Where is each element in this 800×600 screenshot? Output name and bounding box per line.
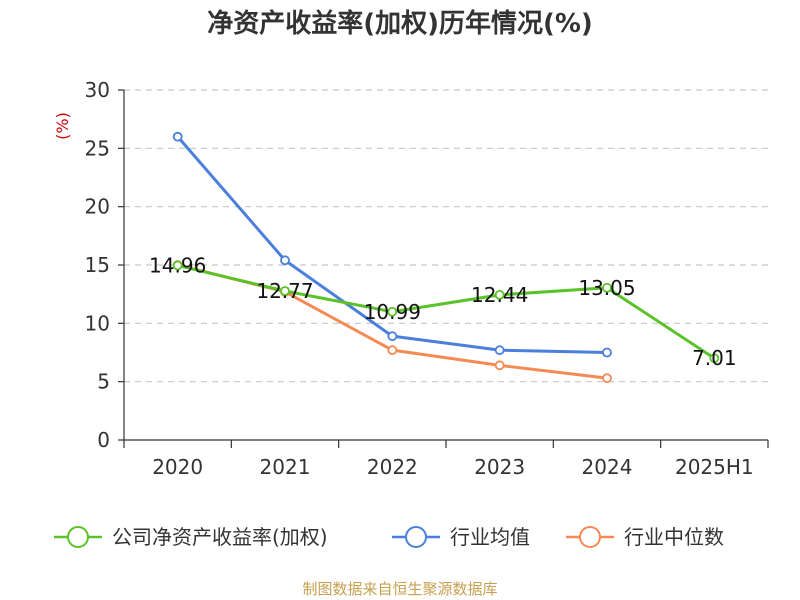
series-lines (172, 131, 720, 384)
x-tick-label: 2025H1 (675, 455, 754, 479)
data-point (387, 345, 398, 356)
y-tick-label: 15 (85, 253, 110, 277)
x-tick-label: 2021 (260, 455, 311, 479)
legend-item-0: 公司净资产收益率(加权) (54, 525, 328, 549)
data-label: 12.77 (256, 279, 313, 303)
legend-marker (67, 526, 89, 548)
x-tick-label: 2023 (474, 455, 525, 479)
legend-marker (579, 526, 601, 548)
legend-marker (405, 526, 427, 548)
data-point (494, 289, 505, 300)
legend-label: 行业中位数 (624, 525, 724, 549)
y-tick-label: 30 (85, 78, 110, 102)
legend-label: 行业均值 (450, 525, 530, 549)
grid-lines (124, 89, 768, 383)
series-line (177, 264, 716, 360)
x-tick-label: 2022 (367, 455, 418, 479)
data-point (494, 345, 505, 356)
data-point (602, 282, 612, 293)
legend-label: 公司净资产收益率(加权) (112, 525, 328, 549)
data-label: 13.05 (578, 276, 635, 300)
data-point (280, 255, 290, 266)
axes: 0 5 10 15 20 25 30 2020 2021 2022 2023 2024 2025H1 (85, 78, 769, 479)
y-tick-label: 10 (85, 311, 110, 335)
data-point (387, 306, 398, 317)
data-point (172, 260, 183, 271)
data-point (280, 286, 290, 296)
y-tick-label: 25 (85, 136, 110, 160)
y-axis-label: (%) (53, 112, 72, 140)
x-tick-label: 2020 (152, 455, 203, 479)
data-point (387, 331, 398, 342)
y-tick-label: 5 (97, 370, 110, 394)
data-label: 10.99 (364, 300, 421, 324)
data-label: 14.96 (149, 253, 206, 277)
series-0 (172, 260, 720, 364)
data-labels: 14.96 12.77 10.99 12.44 13.05 7.01 (149, 253, 737, 370)
series-1 (172, 131, 612, 358)
data-point (172, 131, 183, 142)
data-point (602, 373, 612, 384)
data-label: 12.44 (471, 283, 528, 307)
source-note: 制图数据来自恒生聚源数据库 (302, 580, 497, 598)
legend: 公司净资产收益率(加权) 行业均值 行业中位数 (54, 525, 724, 549)
chart-title: 净资产收益率(加权)历年情况(%) (207, 8, 593, 39)
data-point (494, 360, 505, 371)
x-tick-label: 2024 (582, 455, 633, 479)
data-label: 7.01 (692, 346, 737, 370)
data-point (709, 353, 720, 364)
legend-item-2: 行业中位数 (566, 525, 724, 549)
legend-item-1: 行业均值 (392, 525, 530, 549)
y-tick-label: 0 (97, 428, 110, 452)
data-point (602, 347, 612, 358)
y-tick-label: 20 (85, 195, 110, 219)
